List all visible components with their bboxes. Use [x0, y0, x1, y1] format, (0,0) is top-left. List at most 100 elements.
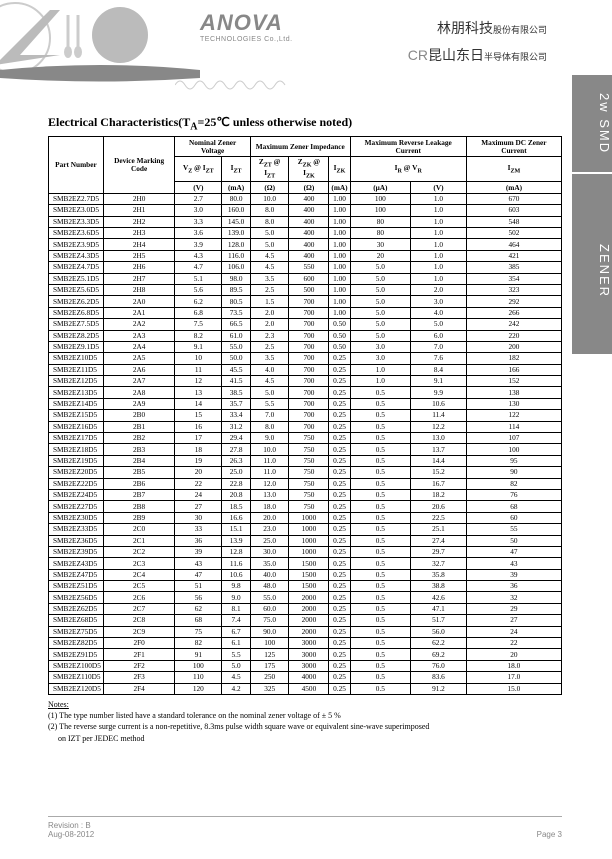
th-unit-v-2: (V): [411, 182, 467, 193]
cell: 7.0: [250, 410, 289, 421]
cell: 1.5: [250, 296, 289, 307]
cell: 0.5: [350, 581, 410, 592]
logo: ANOVA TECHNOLOGIES Co.,Ltd.: [200, 10, 380, 43]
footer-page: Page 3: [537, 830, 562, 839]
cell: 10.6: [222, 569, 251, 580]
cell: 80: [350, 216, 410, 227]
cell: 83.6: [411, 672, 467, 683]
cell: 1.0: [411, 262, 467, 273]
cell: 56.0: [411, 626, 467, 637]
table-row: SMB2EZ100D52F21005.017530000.250.576.018…: [49, 660, 562, 671]
cell: 3.5: [250, 353, 289, 364]
table-row: SMB2EZ18D52B31827.810.07500.250.513.7100: [49, 444, 562, 455]
table-row: SMB2EZ5.6D52H85.689.52.55001.005.02.0323: [49, 284, 562, 295]
cell: 13.0: [250, 489, 289, 500]
characteristics-table: Part Number Device Marking Code Nominal …: [48, 136, 562, 695]
cell: 62.2: [411, 638, 467, 649]
cell: 36: [175, 535, 222, 546]
cell: 32.7: [411, 558, 467, 569]
th-unit-ohm-1: (Ω): [250, 182, 289, 193]
cell: 9.1: [411, 376, 467, 387]
cell: 0.25: [329, 444, 350, 455]
cell: 2A7: [103, 376, 175, 387]
cell: 51: [175, 581, 222, 592]
cell: 39: [175, 546, 222, 557]
cell: 13: [175, 387, 222, 398]
cell: 29: [466, 603, 561, 614]
th-part-number: Part Number: [49, 137, 104, 193]
cell: 31.2: [222, 421, 251, 432]
cell: 2A4: [103, 341, 175, 352]
cell: 8.0: [250, 216, 289, 227]
cell: 98.0: [222, 273, 251, 284]
cell: SMB2EZ68D5: [49, 615, 104, 626]
cell: 6.8: [175, 307, 222, 318]
note-1: (1) The type number listed have a standa…: [48, 710, 562, 721]
cell: 15.2: [411, 467, 467, 478]
cell: SMB2EZ13D5: [49, 387, 104, 398]
cell: 35.0: [250, 558, 289, 569]
cell: 1.00: [329, 296, 350, 307]
footer: Revision : B Aug-08-2012 Page 3: [48, 816, 562, 839]
cell: 7.0: [411, 341, 467, 352]
cell: 2A6: [103, 364, 175, 375]
cell: 1000: [289, 512, 329, 523]
cell: 0.25: [329, 455, 350, 466]
cell: SMB2EZ33D5: [49, 524, 104, 535]
cell: 8.0: [250, 421, 289, 432]
table-row: SMB2EZ33D52C03315.123.010000.250.525.155: [49, 524, 562, 535]
table-row: SMB2EZ14D52A91435.75.57000.250.510.6130: [49, 398, 562, 409]
cell: SMB2EZ51D5: [49, 581, 104, 592]
cell: 2H5: [103, 250, 175, 261]
cell: 1500: [289, 558, 329, 569]
cell: 82: [466, 478, 561, 489]
cell: 13.0: [411, 433, 467, 444]
cell: 5.6: [175, 284, 222, 295]
cell: 12.8: [222, 546, 251, 557]
cell: 18.0: [466, 660, 561, 671]
cell: 0.25: [329, 569, 350, 580]
cell: 2H4: [103, 239, 175, 250]
cell: 400: [289, 239, 329, 250]
th-zzt-at-izt: ZZT @ IZT: [250, 156, 289, 182]
cell: SMB2EZ10D5: [49, 353, 104, 364]
cell: 7.4: [222, 615, 251, 626]
table-row: SMB2EZ47D52C44710.640.015000.250.535.839: [49, 569, 562, 580]
cell: 10.0: [250, 444, 289, 455]
cell: 5.5: [250, 398, 289, 409]
cell: 9.1: [175, 341, 222, 352]
cell: 60: [466, 512, 561, 523]
cell: 1.00: [329, 273, 350, 284]
cell: 2H0: [103, 193, 175, 204]
cell: 182: [466, 353, 561, 364]
cell: 4500: [289, 683, 329, 694]
cell: SMB2EZ56D5: [49, 592, 104, 603]
cell: 18.2: [411, 489, 467, 500]
th-vz-at-izt: VZ @ IZT: [175, 156, 222, 182]
cell: 0.5: [350, 433, 410, 444]
notes-title: Notes:: [48, 699, 562, 710]
header: ANOVA TECHNOLOGIES Co.,Ltd. 林朋科技股份有限公司 C…: [0, 0, 612, 95]
cell: 2H7: [103, 273, 175, 284]
cell: 5.0: [350, 273, 410, 284]
table-row: SMB2EZ43D52C34311.635.015000.250.532.743: [49, 558, 562, 569]
cell: 200: [466, 341, 561, 352]
cell: 2B7: [103, 489, 175, 500]
cell: 91.2: [411, 683, 467, 694]
cell: 1.0: [411, 239, 467, 250]
cell: 700: [289, 307, 329, 318]
cell: 0.5: [350, 501, 410, 512]
cell: SMB2EZ5.6D5: [49, 284, 104, 295]
cell: 700: [289, 421, 329, 432]
cell: 13.7: [411, 444, 467, 455]
cell: 0.50: [329, 319, 350, 330]
cell: 4000: [289, 672, 329, 683]
cell: 7.5: [175, 319, 222, 330]
cell: 670: [466, 193, 561, 204]
cell: 2000: [289, 603, 329, 614]
cell: SMB2EZ4.3D5: [49, 250, 104, 261]
cell: 1.0: [411, 205, 467, 216]
cell: 2A2: [103, 319, 175, 330]
table-row: SMB2EZ51D52C5519.848.015000.250.538.836: [49, 581, 562, 592]
cell: 4.2: [222, 683, 251, 694]
